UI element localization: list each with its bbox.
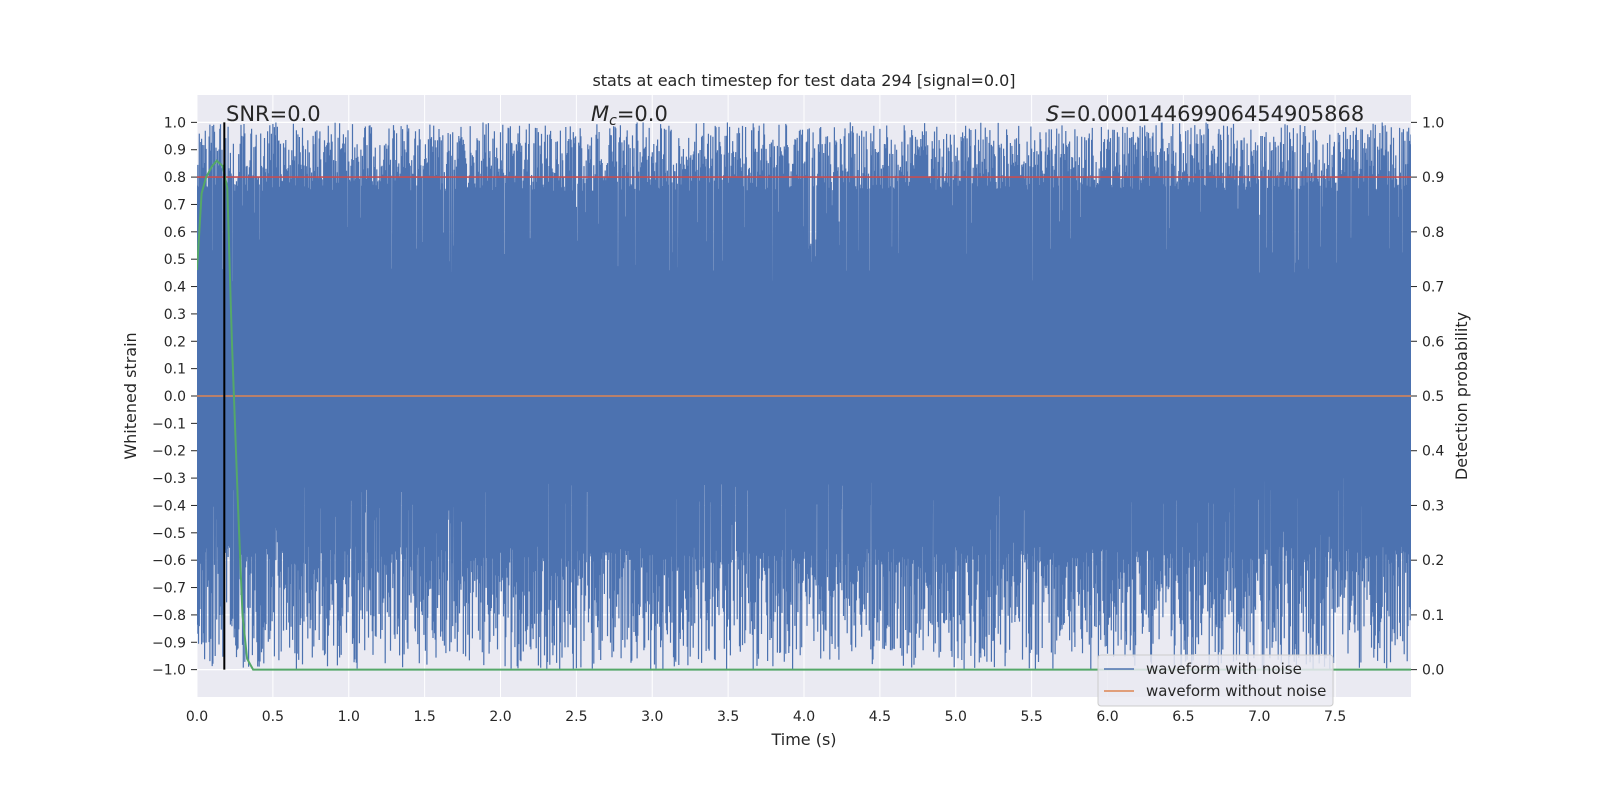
y-tick-label: −0.5 <box>152 526 186 542</box>
x-axis-label: Time (s) <box>770 730 836 749</box>
y-tick-label: 0.8 <box>164 170 186 186</box>
y-tick-label: −0.9 <box>152 635 186 651</box>
y2-tick-label: 0.6 <box>1422 334 1444 350</box>
y2-axis-label: Detection probability <box>1452 312 1471 480</box>
y2-tick-label: 0.8 <box>1422 225 1444 241</box>
x-tick-label: 4.0 <box>793 709 815 725</box>
y2-tick-label: 0.7 <box>1422 280 1444 296</box>
y-tick-label: 0.2 <box>164 334 186 350</box>
x-tick-label: 3.0 <box>641 709 663 725</box>
x-tick-label: 1.5 <box>413 709 435 725</box>
legend-box <box>1097 654 1334 707</box>
mc-annotation: Mc=0.0 <box>591 102 668 129</box>
x-tick-label: 6.0 <box>1096 709 1118 725</box>
y-tick-label: −0.8 <box>152 608 186 624</box>
x-tick-label: 0.5 <box>262 709 284 725</box>
y2-tick-label: 0.5 <box>1422 389 1444 405</box>
x-tick-label: 3.5 <box>717 709 739 725</box>
series-detection-probability <box>197 159 1411 671</box>
y-tick-label: −0.6 <box>152 553 186 569</box>
y-axis-label: Whitened strain <box>121 332 140 459</box>
y2-axis-ticks: 1.0 0.9 0.8 0.7 0.6 0.5 0.4 0.3 0.2 0.1 0.0 <box>1411 115 1444 679</box>
mc-symbol: M <box>591 102 609 126</box>
mc-subscript: c <box>609 113 617 129</box>
y-tick-label: −1.0 <box>152 663 186 679</box>
y2-tick-label: 0.3 <box>1422 498 1444 514</box>
y-tick-label: −0.1 <box>152 416 186 432</box>
s-symbol: S <box>1046 102 1059 126</box>
x-tick-label: 5.0 <box>945 709 967 725</box>
s-value: =0.00014469906454905868 <box>1059 102 1364 126</box>
y2-tick-label: 0.1 <box>1422 608 1444 624</box>
y-tick-label: 0.9 <box>164 143 186 159</box>
y-tick-label: 0.6 <box>164 225 186 241</box>
chart-title: stats at each timestep for test data 294… <box>592 71 1015 90</box>
legend-label-with-noise: waveform with noise <box>1146 660 1302 678</box>
y-tick-label: 0.3 <box>164 307 186 323</box>
y2-tick-label: 0.9 <box>1422 170 1444 186</box>
y-tick-label: 1.0 <box>164 115 186 131</box>
x-tick-label: 7.0 <box>1248 709 1270 725</box>
x-axis-ticks: 0.0 0.5 1.0 1.5 2.0 2.5 3.0 3.5 4.0 4.5 5.0 5.5 6.0 6… <box>186 709 1346 725</box>
y-tick-label: −0.4 <box>152 498 186 514</box>
x-tick-label: 2.5 <box>565 709 587 725</box>
x-tick-label: 4.5 <box>869 709 891 725</box>
y-tick-label: 0.5 <box>164 252 186 268</box>
y-axis-ticks: 1.0 0.9 0.8 0.7 0.6 0.5 0.4 0.3 0.2 0.1 0.0 −0.1 −0.… <box>152 115 197 679</box>
s-annotation: S=0.00014469906454905868 <box>1046 102 1364 126</box>
x-tick-label: 6.5 <box>1172 709 1194 725</box>
series-waveform-with-noise <box>197 122 1411 670</box>
y-tick-label: 0.4 <box>164 280 186 296</box>
y-tick-label: −0.3 <box>152 471 186 487</box>
y2-tick-label: 0.2 <box>1422 553 1444 569</box>
y-tick-label: 0.0 <box>164 389 186 405</box>
y-tick-label: 0.1 <box>164 362 186 378</box>
x-tick-label: 1.0 <box>338 709 360 725</box>
x-tick-label: 2.0 <box>489 709 511 725</box>
snr-annotation: SNR=0.0 <box>226 102 321 126</box>
mc-value: =0.0 <box>617 102 668 126</box>
y-tick-label: 0.7 <box>164 197 186 213</box>
x-tick-label: 0.0 <box>186 709 208 725</box>
x-tick-label: 5.5 <box>1020 709 1042 725</box>
y2-tick-label: 0.0 <box>1422 663 1444 679</box>
y-tick-label: −0.7 <box>152 581 186 597</box>
y2-tick-label: 1.0 <box>1422 115 1444 131</box>
y2-tick-label: 0.4 <box>1422 444 1444 460</box>
legend-label-without-noise: waveform without noise <box>1146 682 1326 700</box>
x-tick-label: 7.5 <box>1324 709 1346 725</box>
y-tick-label: −0.2 <box>152 444 186 460</box>
legend: waveform with noise waveform without noi… <box>1097 654 1334 707</box>
